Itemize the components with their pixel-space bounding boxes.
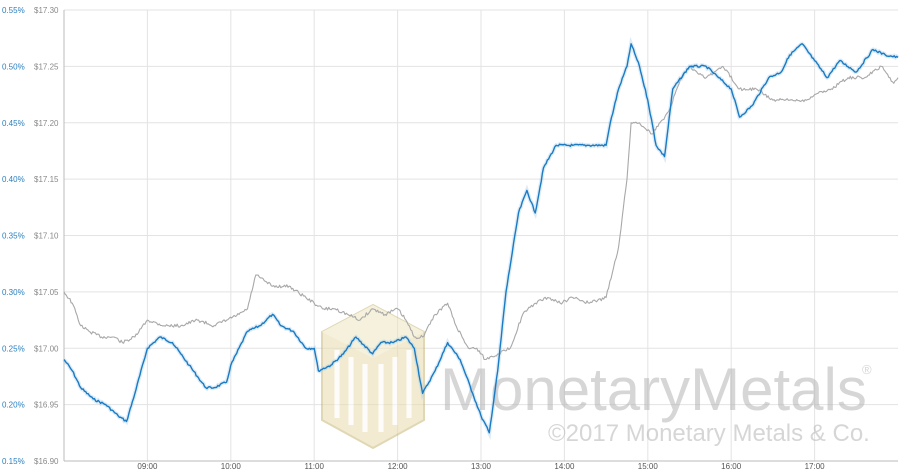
x-tick-label: 09:00 (137, 462, 158, 471)
watermark-registered: ® (862, 362, 872, 377)
x-tick-label: 10:00 (221, 462, 242, 471)
x-tick-label: 11:00 (304, 462, 324, 471)
x-tick-label: 16:00 (721, 462, 742, 471)
x-tick-label: 15:00 (638, 462, 659, 471)
y-left-tick-label: 0.55% (2, 6, 25, 15)
watermark-copyright: ©2017 Monetary Metals & Co. (548, 420, 870, 447)
y-left-tick-label: 0.35% (2, 232, 25, 241)
y-right-tick-label: $17.10 (34, 232, 59, 241)
series-line-left (63, 43, 899, 434)
x-tick-label: 12:00 (388, 462, 409, 471)
y-left-tick-label: 0.50% (2, 62, 25, 71)
grid-lines (63, 9, 898, 462)
y-left-tick-label: 0.40% (2, 175, 25, 184)
x-tick-label: 17:00 (805, 462, 826, 471)
y-right-tick-label: $17.00 (34, 344, 59, 353)
y-right-tick-label: $17.30 (34, 6, 59, 15)
watermark: MonetaryMetals ® ©2017 Monetary Metals &… (321, 303, 872, 450)
tick-labels: 0.15% $16.90 0.20% $16.95 0.25% $17.00 0.30% $1… (2, 6, 825, 471)
y-right-tick-label: $17.15 (34, 175, 59, 184)
y-left-tick-label: 0.20% (2, 401, 25, 410)
y-right-tick-label: $17.05 (34, 288, 59, 297)
y-left-tick-label: 0.15% (2, 457, 25, 466)
x-tick-label: 13:00 (471, 462, 492, 471)
y-right-tick-label: $17.20 (34, 119, 59, 128)
svg-text:MonetaryMetals: MonetaryMetals (440, 356, 867, 423)
y-left-tick-label: 0.30% (2, 288, 25, 297)
y-left-tick-label: 0.25% (2, 344, 25, 353)
y-right-tick-label: $17.25 (34, 62, 59, 71)
series-layer (62, 36, 900, 441)
watermark-brand-part2: Metals (690, 356, 867, 423)
x-tick-label: 14:00 (554, 462, 575, 471)
y-right-tick-label: $16.90 (34, 457, 59, 466)
y-left-tick-label: 0.45% (2, 119, 25, 128)
y-right-tick-label: $16.95 (34, 401, 59, 410)
watermark-brand-part1: Monetary (440, 356, 690, 423)
